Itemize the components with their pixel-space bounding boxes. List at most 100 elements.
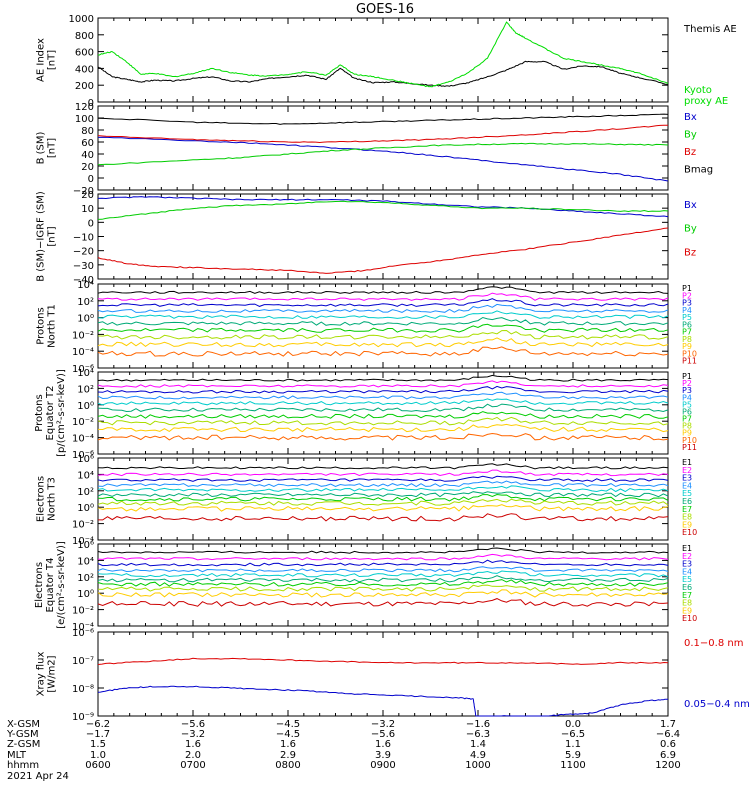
ephemeris-value: 1100 xyxy=(560,760,585,771)
flux-line-p2 xyxy=(97,292,669,301)
flux-line-e5 xyxy=(97,485,669,493)
y-tick-label: 10⁶ xyxy=(77,540,94,551)
y-axis-label: [p/(cm²-s-sr-keV)] xyxy=(56,369,67,457)
legend-label: E9 xyxy=(682,606,692,615)
ephemeris-value: −6.5 xyxy=(561,729,585,740)
y-tick-label: 10² xyxy=(77,384,94,395)
legend-label: P11 xyxy=(682,357,697,366)
chart-title: GOES-16 xyxy=(356,2,414,17)
panel-pn: 10⁴ 10² 10⁰ 10⁻² 10⁻⁴ 10⁻⁶ Protons North T1 P1P2… xyxy=(36,280,698,375)
ephemeris-table: X-GSM −6.2 −5.6 −4.5 −3.2 −1.6 0.0 1.7 Y-GSM −1.7… xyxy=(6,719,681,782)
ephemeris-value: 3.9 xyxy=(375,750,391,761)
y-axis-label: Equator T2 xyxy=(45,386,56,441)
legend-label: P1 xyxy=(682,284,692,293)
legend-label: P4 xyxy=(682,306,692,315)
flux-line-e9 xyxy=(97,504,669,512)
ephemeris-value: 6.9 xyxy=(660,750,676,761)
legend-label: P1 xyxy=(682,372,692,381)
legend-label: P9 xyxy=(682,429,692,438)
flux-line-e8 xyxy=(97,498,669,506)
y-axis-label: AE Index xyxy=(36,38,47,82)
legend-label: Themis AE xyxy=(683,24,737,35)
flux-line-e5 xyxy=(97,570,669,578)
y-axis-label: B (SM)−IGRF (SM) xyxy=(36,191,47,282)
panel-ae: 0 200 400 600 800 1000 AE Index [nT] Themis AE Ky… xyxy=(36,14,737,109)
legend-label: E5 xyxy=(682,575,692,584)
y-tick-label: −40 xyxy=(73,275,94,286)
y-tick-label: 80 xyxy=(81,126,94,137)
panel-ee: 10⁶ 10⁴ 10² 10⁰ 10⁻² 10⁻⁴ Electrons Equator T4[… xyxy=(34,540,697,633)
series-by xyxy=(97,200,669,220)
y-tick-label: −30 xyxy=(73,261,94,272)
legend-label: P3 xyxy=(682,299,692,308)
legend-label: P11 xyxy=(682,443,697,452)
y-tick-label: 10⁻² xyxy=(72,417,94,428)
flux-line-e7 xyxy=(97,579,669,587)
ephemeris-value: 0800 xyxy=(275,760,300,771)
legend-label: E7 xyxy=(682,591,692,600)
y-tick-label: 10⁻⁷ xyxy=(72,656,94,667)
y-tick-label: 40 xyxy=(81,150,94,161)
flux-line-e9 xyxy=(97,589,669,598)
ephemeris-value: 1.5 xyxy=(90,739,106,750)
y-axis-label: [nT] xyxy=(47,226,58,246)
ephemeris-value: 2.0 xyxy=(185,750,201,761)
series-0-05-0-4-nm xyxy=(97,685,668,717)
ephemeris-value: −3.2 xyxy=(371,719,395,730)
legend-label: P2 xyxy=(682,291,692,300)
legend-label: Bz xyxy=(684,247,696,258)
ephemeris-value: 1000 xyxy=(465,760,490,771)
y-tick-label: 10⁰ xyxy=(77,503,94,514)
ephemeris-value: −1.7 xyxy=(86,729,110,740)
legend-label: P10 xyxy=(682,349,697,358)
series-0-1-0-8-nm xyxy=(97,657,669,665)
y-tick-label: 400 xyxy=(75,64,94,75)
legend-label: P4 xyxy=(682,393,692,402)
ephemeris-value: −1.6 xyxy=(466,719,490,730)
y-axis-label: Equator T4 xyxy=(45,558,56,613)
legend-label: E10 xyxy=(682,528,697,537)
y-tick-label: 60 xyxy=(81,138,94,149)
y-tick-label: 10⁻⁴ xyxy=(72,622,94,633)
ephemeris-value: 5.9 xyxy=(565,750,581,761)
ephemeris-value: 0.0 xyxy=(565,719,581,730)
y-axis-label: Xray flux xyxy=(36,652,47,697)
y-tick-label: 10⁶ xyxy=(77,454,94,465)
y-tick-label: 10⁻⁴ xyxy=(72,347,94,358)
ephemeris-label: X-GSM xyxy=(7,719,40,730)
legend-label: 0.1−0.8 nm xyxy=(684,638,743,649)
flux-line-e4 xyxy=(97,480,669,488)
y-axis-label: Electrons xyxy=(36,476,47,522)
flux-line-p2 xyxy=(97,380,669,388)
ephemeris-value: 0600 xyxy=(85,760,110,771)
y-tick-label: 200 xyxy=(75,81,94,92)
flux-line-e1 xyxy=(97,463,669,470)
legend-label: P10 xyxy=(682,436,697,445)
legend-label: E10 xyxy=(682,614,697,623)
y-tick-label: 10⁻⁶ xyxy=(72,364,94,375)
y-tick-label: −10 xyxy=(73,233,94,244)
series-by xyxy=(97,142,669,166)
y-axis-label: North T1 xyxy=(47,304,58,348)
flux-line-e3 xyxy=(97,475,669,482)
ephemeris-value: 0.6 xyxy=(660,739,676,750)
y-axis-label: [e/(cm²-s-sr-keV)] xyxy=(56,541,67,629)
series-themis-ae xyxy=(97,60,669,87)
plot-date: 2021 Apr 24 xyxy=(7,771,69,782)
ephemeris-value: −4.5 xyxy=(276,719,300,730)
ephemeris-value: −3.2 xyxy=(181,729,205,740)
legend-label: E6 xyxy=(682,497,692,506)
legend-label: P8 xyxy=(682,422,692,431)
y-tick-label: 10⁻⁹ xyxy=(72,712,94,723)
y-tick-label: −20 xyxy=(73,247,94,258)
series-bx xyxy=(97,196,669,218)
y-axis-label: Protons xyxy=(36,307,47,344)
y-tick-label: 120 xyxy=(75,102,94,113)
panel-frame xyxy=(97,283,669,369)
y-axis-label: Protons xyxy=(34,394,45,431)
flux-line-e8 xyxy=(97,584,669,592)
panel-bigrf: −40 −30 −20 −10 0 10 20 B (SM)−IGRF (SM) [nT] Bx B… xyxy=(36,190,697,286)
flux-line-e10 xyxy=(97,598,669,607)
flux-line-e2 xyxy=(97,469,669,477)
